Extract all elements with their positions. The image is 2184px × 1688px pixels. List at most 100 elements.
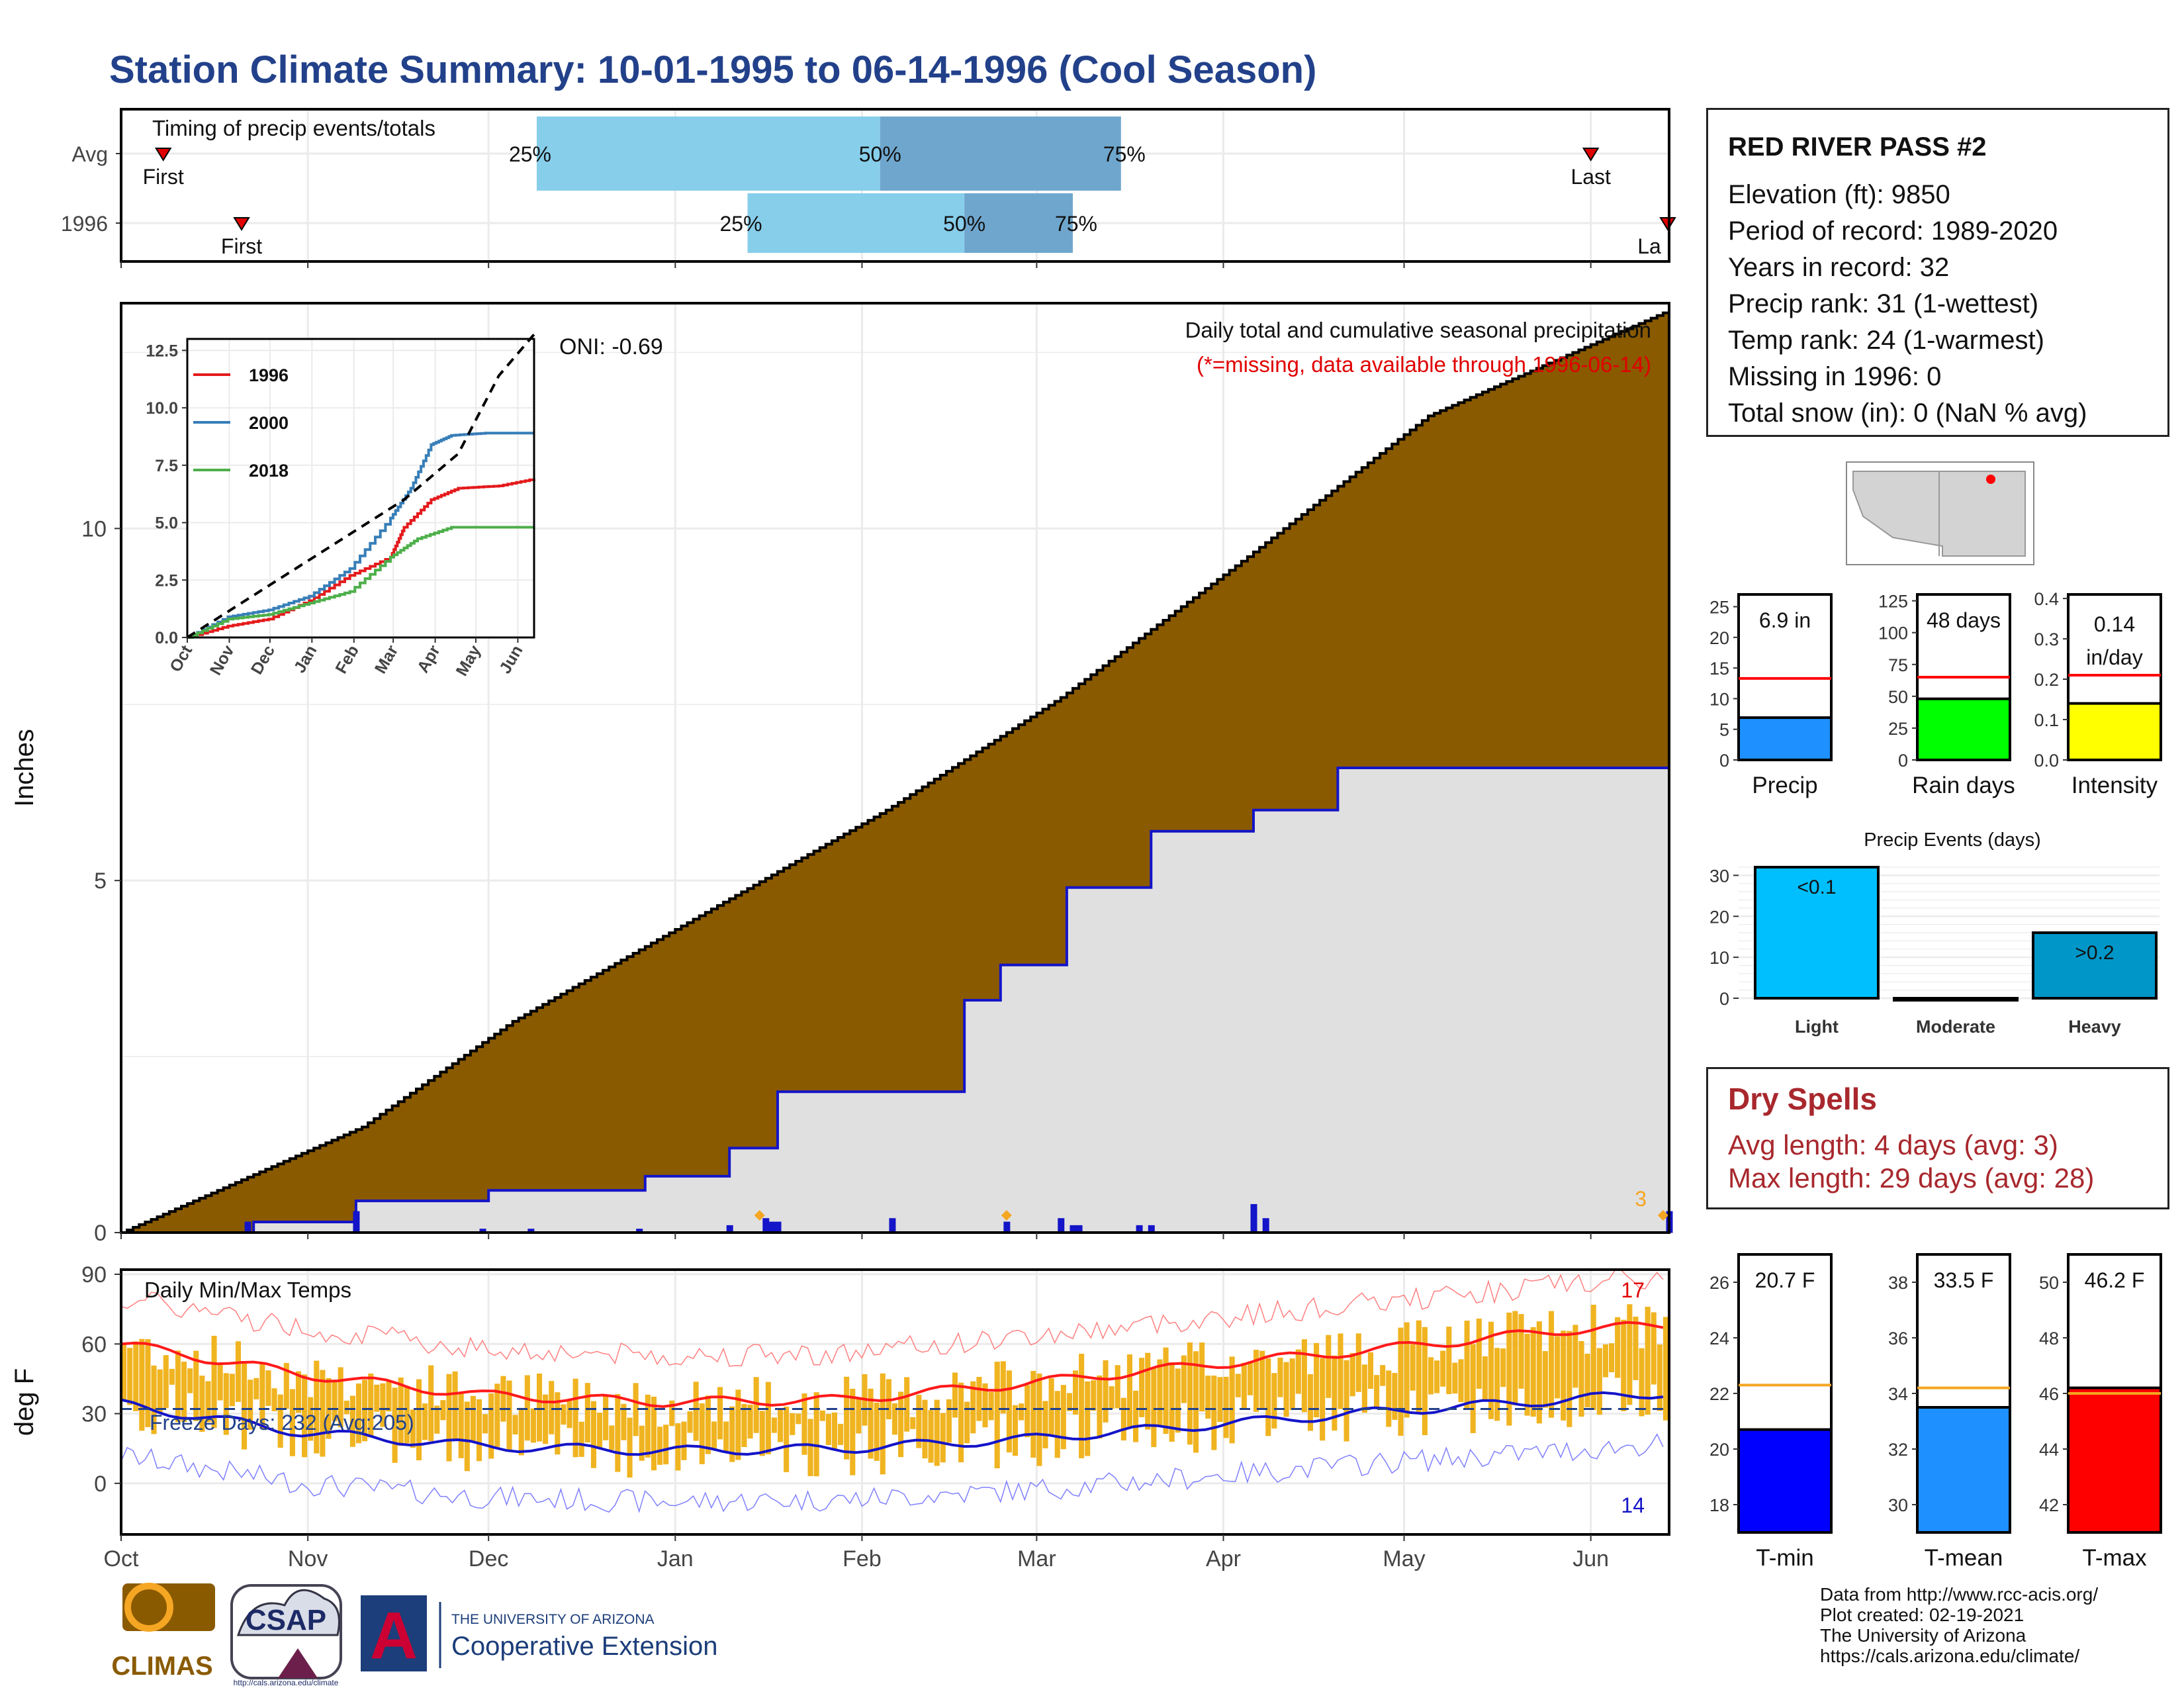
year-cumulative-line (121, 747, 1670, 1234)
locator-map (1846, 461, 2034, 565)
first-event-marker (233, 217, 250, 231)
precip-summary-ytick-label: 0 (1719, 751, 1729, 771)
temp-daily-bar (121, 1344, 127, 1401)
raindays-summary-ytick-label: 25 (1888, 719, 1908, 739)
temp-daily-bar (771, 1417, 778, 1433)
temp-daily-bar (1446, 1327, 1452, 1395)
temp-daily-bar (759, 1411, 765, 1456)
daily-precip-bar (1250, 1203, 1257, 1233)
temp-daily-bar (1602, 1344, 1608, 1378)
temp-daily-bar (1518, 1314, 1524, 1389)
daily-precip-bar (889, 1218, 896, 1233)
temp-daily-bar (380, 1383, 386, 1427)
temp-daily-bar (512, 1415, 518, 1434)
temp-daily-bar (157, 1369, 163, 1413)
temp-daily-bar (699, 1403, 705, 1464)
temp-daily-bar (1024, 1385, 1030, 1438)
last-event-marker (1582, 148, 1600, 162)
temp-daily-bar (578, 1421, 584, 1457)
dry-spells-title: Dry Spells (1728, 1082, 1877, 1116)
temp-daily-bar (790, 1413, 796, 1435)
inset-series-line (187, 432, 534, 639)
inset-frame (186, 338, 535, 639)
temp-daily-bar (259, 1362, 265, 1429)
events-category-label: Light (1795, 1017, 1839, 1037)
temp-daily-bar (470, 1395, 476, 1442)
climas-sun-icon (124, 1583, 173, 1632)
temp-daily-bar (1314, 1342, 1320, 1418)
temp-daily-bar (500, 1376, 506, 1422)
first-event-label: First (143, 165, 184, 189)
month-axis-label: Feb (842, 1546, 882, 1571)
temp-daily-bar (193, 1350, 199, 1421)
timing-box-upper (964, 193, 1073, 253)
raindays-summary-ytick-label: 100 (1878, 624, 1908, 643)
temp-daily-bar (723, 1421, 729, 1453)
temp-daily-bar (139, 1338, 145, 1431)
timing-box-lower (747, 193, 965, 253)
intensity-summary-ytick-label: 0.3 (2034, 630, 2059, 649)
temp-daily-bar (1500, 1348, 1506, 1387)
temp-daily-bar (1019, 1403, 1024, 1421)
record-low-line (120, 1433, 1664, 1513)
temp-daily-bar (1126, 1354, 1132, 1428)
inset-legend-label: 2018 (249, 461, 289, 481)
tmax-summary-category-label: T-max (2082, 1545, 2147, 1571)
precip-summary-ytick-label: 25 (1709, 598, 1729, 618)
events-ytick-label: 30 (1709, 866, 1729, 886)
temp-daily-bar (711, 1421, 717, 1451)
temp-daily-bar (819, 1410, 825, 1421)
tmean-summary-ytick-label: 30 (1888, 1495, 1908, 1515)
temp-daily-bar (946, 1399, 952, 1443)
temp-daily-bar (807, 1419, 813, 1476)
tmin-summary-category-label: T-min (1756, 1545, 1814, 1571)
daily-precip-bar (762, 1218, 770, 1233)
temp-daily-bar (1277, 1357, 1283, 1397)
temp-daily-bar (1187, 1342, 1193, 1445)
temp-daily-bar (368, 1373, 374, 1438)
temp-daily-bar (555, 1392, 561, 1455)
timing-frame (120, 108, 1670, 263)
temp-daily-bar (1265, 1358, 1271, 1436)
temp-daily-bar (898, 1391, 904, 1458)
temp-daily-bar (729, 1406, 735, 1462)
temp-daily-bar (1151, 1367, 1157, 1448)
temp-daily-bar (265, 1370, 271, 1406)
temp-daily-bar (1662, 1317, 1668, 1421)
month-axis-label: Mar (1017, 1546, 1056, 1571)
temp-daily-bar (1416, 1320, 1422, 1414)
temp-daily-bar (1103, 1360, 1109, 1423)
events-title: Precip Events (days) (1864, 829, 2041, 851)
last-event-label: La (1637, 234, 1661, 258)
temp-daily-bar (374, 1384, 380, 1412)
events-bar (1754, 866, 1880, 1000)
temp-daily-bar (1042, 1401, 1048, 1448)
temp-daily-bar (163, 1355, 169, 1409)
temp-daily-bar (199, 1376, 205, 1432)
temp-daily-bar (1458, 1359, 1464, 1403)
temp-daily-bar (248, 1380, 253, 1430)
precip-panel: 0 5 10 Inches ONI: -0.69 Daily total and cumu… (10, 302, 1673, 1246)
temp-daily-bar (1398, 1327, 1404, 1436)
temp-daily-bar (868, 1388, 874, 1459)
events-category-label: Moderate (1916, 1017, 1995, 1037)
temp-daily-bar (753, 1377, 759, 1433)
daily-precip-bar (1262, 1218, 1269, 1233)
temp-daily-bar (536, 1373, 543, 1442)
missing-marker (754, 1210, 765, 1221)
dry-spells-max: Max length: 29 days (avg: 28) (1728, 1162, 2095, 1194)
temp-daily-bar (1386, 1370, 1392, 1427)
credit-line: Plot created: 02-19-2021 (1820, 1605, 2025, 1625)
timing-q25-label: 25% (719, 212, 762, 236)
tmean-summary-ytick-label: 34 (1888, 1384, 1908, 1404)
temp-daily-bar (831, 1412, 838, 1450)
intensity-summary-ytick-label: 0.4 (2034, 589, 2059, 609)
temp-daily-bar (645, 1394, 651, 1458)
temp-daily-bar (1578, 1340, 1584, 1417)
temp-daily-bar (1482, 1356, 1488, 1400)
station-missing: Missing in 1996: 0 (1728, 362, 1942, 391)
precip-summary-ytick-label: 15 (1709, 659, 1729, 679)
tmin-summary-ytick-label: 20 (1709, 1440, 1729, 1460)
station-name: RED RIVER PASS #2 (1728, 132, 1987, 162)
temp-daily-bar (1639, 1348, 1645, 1417)
